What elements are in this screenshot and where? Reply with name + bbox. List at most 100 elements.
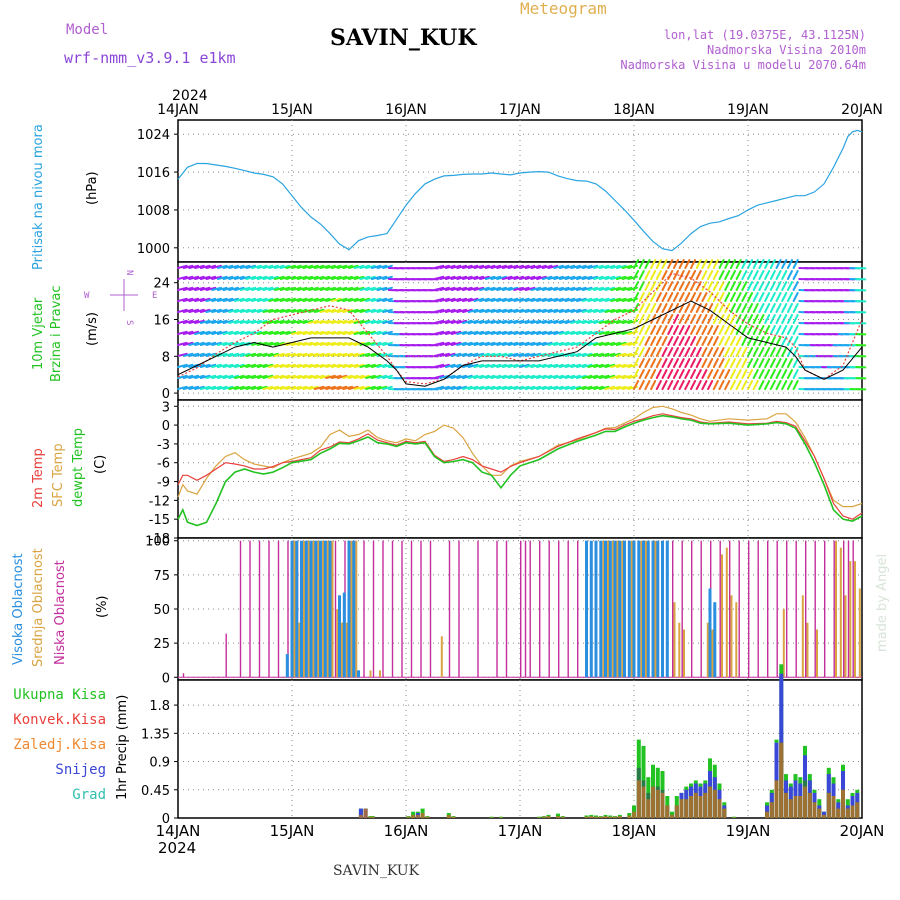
wind-arrow	[365, 319, 376, 324]
wind-arrow	[467, 352, 479, 357]
y-tick-label: 0	[162, 812, 170, 827]
snow-bar	[358, 808, 363, 818]
wind-arrow	[576, 374, 587, 379]
wind-arrow	[564, 319, 576, 324]
wind-arrow	[302, 330, 314, 335]
wind-arrow	[615, 363, 627, 368]
wind-arrow	[342, 286, 353, 291]
wind-arrow	[330, 374, 342, 379]
wind-arrow	[576, 330, 587, 335]
dewpoint-line	[177, 414, 863, 527]
wind-arrow	[239, 275, 251, 280]
wind-arrow	[615, 341, 627, 346]
wind-arrow	[370, 264, 382, 269]
wind-arrow-field	[177, 259, 867, 391]
wind-arrow	[747, 325, 754, 335]
wind-arrow	[615, 297, 627, 302]
wind-arrow	[621, 330, 633, 335]
wind-arrow	[319, 385, 331, 390]
wind-arrow	[182, 297, 194, 302]
wind-arrow	[524, 286, 536, 291]
wind-arrow	[701, 380, 708, 390]
wind-arrow	[507, 385, 519, 390]
wind-arrow	[558, 308, 570, 313]
wind-arrow	[729, 259, 736, 269]
wind-arrow	[194, 297, 205, 302]
wind-arrow	[262, 374, 274, 379]
wind-arrow	[484, 286, 496, 291]
wind-arrow	[194, 341, 205, 346]
legend-total-rain: Ukupna Kisa	[13, 687, 106, 703]
high-cloud-bar	[613, 540, 617, 678]
wind-arrow	[177, 308, 188, 313]
wind-arrow	[479, 341, 490, 346]
wind-arrow	[336, 374, 348, 379]
wind-arrow	[216, 319, 228, 324]
wind-arrow	[644, 325, 651, 335]
wind-arrow	[581, 363, 593, 368]
wind-arrow	[684, 259, 691, 269]
low-cloud-bar	[700, 540, 702, 678]
convective-precip-bar	[774, 780, 779, 818]
wind-arrow	[462, 385, 473, 390]
wind-arrow	[490, 374, 502, 379]
wind-arrow	[239, 385, 251, 390]
wind-arrow	[615, 352, 627, 357]
convective-precip-bar	[589, 816, 594, 818]
mid-cloud-bar	[835, 540, 837, 678]
wind-arrow	[199, 341, 211, 346]
wind-arrow	[519, 275, 530, 280]
wind-arrow	[450, 374, 462, 379]
wind-arrow	[382, 308, 393, 313]
wind-arrow	[701, 369, 708, 379]
mid-cloud-bar	[322, 540, 324, 678]
convective-precip-bar	[769, 802, 774, 818]
wind-arrow	[690, 336, 697, 346]
bottom-tick-label: 19JAN	[726, 822, 771, 840]
wind-arrow	[690, 358, 697, 368]
wind-arrow	[707, 325, 714, 335]
wind-arrow	[256, 341, 268, 346]
wind-arrow	[496, 264, 507, 269]
wind-arrow	[650, 303, 657, 313]
wind-arrow	[507, 374, 519, 379]
wind-arrow	[581, 319, 593, 324]
wind-arrow	[741, 314, 748, 324]
wind-arrow	[496, 385, 507, 390]
wind-arrow	[177, 374, 188, 379]
wind-arrow	[769, 303, 776, 313]
wind-arrow	[501, 275, 513, 280]
wind-arrow	[279, 363, 291, 368]
convective-precip-bar	[425, 816, 430, 818]
wind-arrow	[786, 380, 793, 390]
wind-arrow	[729, 336, 736, 346]
wind-arrow	[667, 281, 674, 291]
wind-arrow	[621, 275, 633, 280]
mid-cloud-bar	[293, 540, 296, 678]
low-cloud-bar	[477, 540, 479, 678]
mid-cloud-bar	[355, 540, 358, 678]
wind-arrow	[365, 264, 376, 269]
wind-arrow	[541, 330, 553, 335]
bottom-tick-label: 20JAN	[840, 822, 885, 840]
wind-arrow	[239, 308, 251, 313]
wind-arrow	[735, 380, 742, 390]
wind-arrow	[308, 363, 319, 368]
wind-arrow	[758, 281, 765, 291]
wind-arrow	[752, 270, 759, 280]
low-cloud-bar	[672, 540, 674, 678]
wind-arrow	[182, 275, 194, 280]
wind-arrow	[194, 352, 205, 357]
wind-arrow	[604, 275, 616, 280]
wind-arrow	[273, 385, 285, 390]
wind-arrow	[752, 292, 759, 302]
wind-arrow	[547, 374, 559, 379]
y-tick-label: 0	[162, 387, 170, 402]
wind-arrow	[462, 297, 473, 302]
wind-arrow	[501, 319, 513, 324]
high-cloud-bar	[623, 540, 626, 678]
low-cloud-bar	[239, 540, 242, 678]
low-cloud-bar	[681, 540, 683, 678]
wind-arrow	[336, 319, 348, 324]
